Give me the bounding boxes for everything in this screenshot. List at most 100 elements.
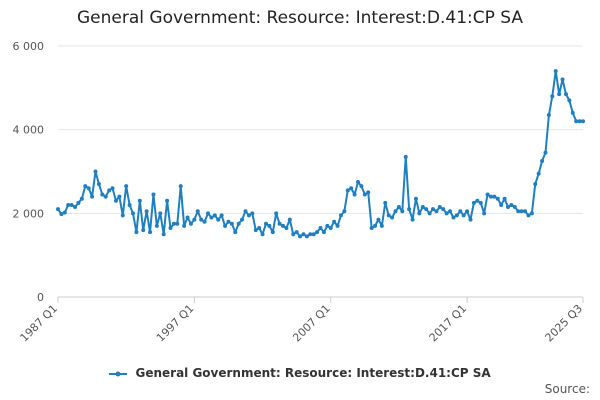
data-point[interactable] [206,211,210,216]
data-point[interactable] [410,217,415,222]
data-point[interactable] [308,232,313,237]
data-point[interactable] [509,202,514,207]
data-point[interactable] [482,211,487,216]
data-point[interactable] [475,198,480,203]
data-point[interactable] [223,223,228,228]
data-point[interactable] [369,225,374,230]
data-point[interactable] [69,202,74,207]
data-point[interactable] [257,225,262,230]
data-point[interactable] [86,186,91,191]
data-point[interactable] [131,211,135,216]
data-point[interactable] [563,92,568,97]
data-point[interactable] [304,234,309,239]
data-point[interactable] [533,182,538,187]
data-point[interactable] [519,209,524,214]
data-point[interactable] [182,223,187,228]
data-point[interactable] [263,221,268,226]
data-point[interactable] [311,232,316,237]
data-point[interactable] [400,209,405,214]
data-point[interactable] [202,219,207,224]
data-point[interactable] [366,190,371,195]
data-point[interactable] [465,209,470,214]
data-point[interactable] [523,209,528,214]
data-point[interactable] [393,209,398,214]
data-point[interactable] [529,211,534,216]
data-point[interactable] [376,217,381,222]
data-point[interactable] [154,223,159,228]
data-point[interactable] [345,188,350,193]
data-point[interactable] [243,209,248,214]
data-point[interactable] [73,205,78,210]
data-point[interactable] [321,230,326,235]
data-point[interactable] [492,194,497,199]
data-point[interactable] [281,223,285,228]
data-point[interactable] [124,184,129,189]
data-point[interactable] [287,217,292,222]
data-point[interactable] [318,225,323,230]
data-point[interactable] [291,232,296,237]
data-point[interactable] [536,171,541,176]
data-point[interactable] [120,213,125,218]
data-point[interactable] [107,188,112,193]
data-point[interactable] [284,225,289,230]
data-point[interactable] [434,209,439,214]
data-point[interactable] [356,179,360,184]
data-point[interactable] [171,221,176,226]
data-point[interactable] [407,207,412,212]
data-point[interactable] [362,192,367,197]
data-point[interactable] [100,192,105,197]
data-point[interactable] [199,217,204,222]
data-point[interactable] [379,223,384,228]
data-point[interactable] [335,223,340,228]
data-point[interactable] [359,184,364,189]
data-point[interactable] [502,196,507,201]
data-point[interactable] [550,94,555,99]
data-point[interactable] [540,159,545,164]
data-point[interactable] [62,210,67,215]
data-point[interactable] [526,213,531,218]
data-point[interactable] [403,154,408,159]
data-point[interactable] [420,205,425,210]
data-point[interactable] [226,219,231,224]
data-point[interactable] [512,205,517,210]
data-point[interactable] [458,209,463,214]
data-point[interactable] [246,213,251,218]
data-point[interactable] [488,194,493,199]
data-point[interactable] [59,212,64,217]
data-point[interactable] [195,209,200,214]
data-point[interactable] [144,209,149,214]
data-point[interactable] [557,92,562,97]
data-point[interactable] [471,200,476,205]
data-point[interactable] [148,230,153,235]
data-point[interactable] [158,211,163,216]
data-point[interactable] [90,194,95,199]
data-point[interactable] [390,215,395,220]
data-point[interactable] [543,150,548,155]
data-point[interactable] [451,215,456,220]
data-point[interactable] [424,207,429,212]
data-point[interactable] [301,232,306,237]
data-point[interactable] [294,230,299,235]
data-point[interactable] [298,234,303,239]
data-point[interactable] [485,192,490,197]
data-point[interactable] [338,213,343,218]
data-point[interactable] [233,230,238,235]
data-point[interactable] [192,217,197,222]
data-point[interactable] [56,207,60,212]
data-point[interactable] [431,207,435,212]
data-point[interactable] [93,169,98,174]
data-point[interactable] [516,209,521,214]
data-point[interactable] [141,228,146,233]
data-point[interactable] [441,207,446,212]
data-point[interactable] [117,194,122,199]
data-point[interactable] [454,213,459,218]
data-point[interactable] [113,198,118,203]
data-point[interactable] [332,219,337,224]
data-point[interactable] [277,221,282,226]
data-point[interactable] [427,211,432,216]
data-point[interactable] [188,221,193,226]
data-point[interactable] [444,211,449,216]
data-point[interactable] [79,196,84,201]
data-point[interactable] [581,119,585,124]
data-point[interactable] [574,119,579,124]
